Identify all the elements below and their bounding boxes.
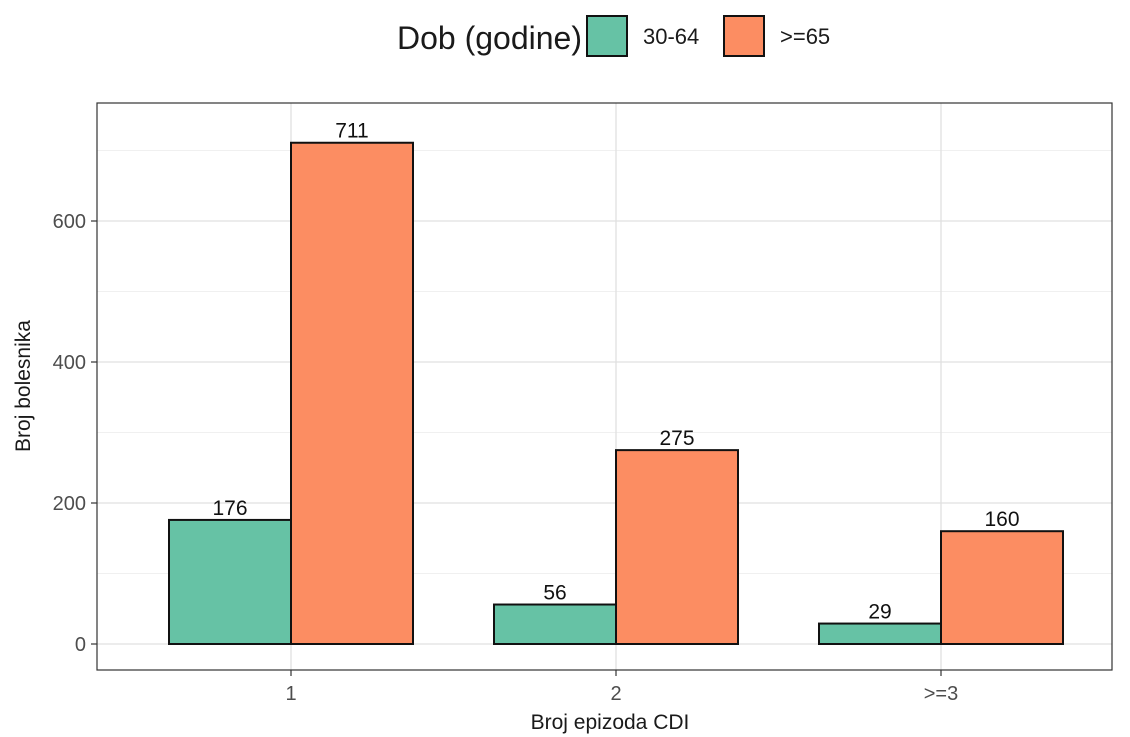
data-label: 29	[868, 601, 891, 624]
y-axis: 0 200 400 600	[53, 211, 97, 656]
data-label: 711	[335, 120, 368, 143]
legend-swatch-30-64	[586, 15, 628, 57]
y-tick-label: 0	[75, 634, 86, 656]
bars	[168, 141, 1064, 646]
legend-swatch-65plus	[723, 15, 765, 57]
data-label: 56	[543, 582, 566, 605]
x-axis: 1 2 >=3	[285, 670, 958, 705]
y-tick-label: 200	[53, 493, 86, 515]
x-axis-title: Broj epizoda CDI	[531, 711, 690, 734]
bar-30-64->=3	[818, 622, 942, 645]
bar->=65-2	[615, 449, 739, 645]
bar->=65->=3	[940, 530, 1064, 646]
x-tick-label: 2	[610, 683, 621, 705]
data-label: 176	[212, 497, 247, 520]
y-tick-label: 600	[53, 211, 86, 233]
bar-30-64-2	[493, 603, 617, 646]
x-tick-label: 1	[285, 683, 296, 705]
legend-label-65plus: >=65	[780, 24, 831, 49]
x-tick-label: >=3	[924, 683, 958, 705]
bar-30-64-1	[168, 518, 292, 645]
data-label: 160	[984, 508, 1019, 531]
y-axis-title: Broj bolesnika	[12, 320, 35, 452]
legend-label-30-64: 30-64	[643, 24, 700, 49]
y-tick-label: 400	[53, 352, 86, 374]
data-labels: 176 711 56 275 29 160	[212, 120, 1019, 624]
plot-panel-border	[96, 102, 1113, 671]
bar->=65-1	[290, 141, 414, 645]
legend-title: Dob (godine)	[397, 20, 582, 56]
data-label: 275	[659, 427, 694, 450]
legend: Dob (godine) 30-64 >=65	[0, 10, 1130, 60]
